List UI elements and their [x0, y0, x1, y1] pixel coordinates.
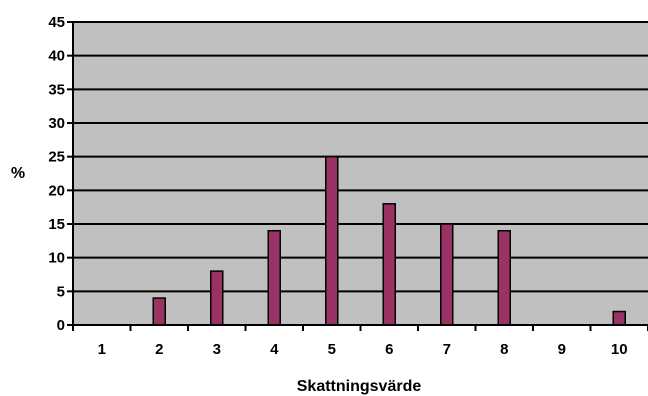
bar [210, 270, 224, 326]
y-tick-label: 30 [48, 115, 65, 132]
bar [497, 229, 511, 326]
y-tick-label: 0 [57, 317, 65, 334]
gridlines [73, 21, 648, 293]
y-axis-title: % [11, 165, 25, 182]
y-tick-label: 35 [48, 81, 65, 98]
y-tick-label: 20 [48, 182, 65, 199]
bar [440, 223, 454, 326]
plot-area [73, 22, 648, 325]
y-tick-label: 15 [48, 216, 65, 233]
bars [152, 155, 626, 326]
x-tick-label: 6 [385, 341, 393, 358]
x-axis-title: Skattningsvärde [297, 378, 422, 395]
x-tick-label: 4 [270, 341, 279, 358]
bar [382, 203, 396, 326]
y-tick-label: 25 [48, 149, 65, 166]
x-tick-label: 1 [98, 341, 106, 358]
y-tick-label: 5 [57, 283, 65, 300]
y-tick-labels: 0 5 10 15 20 25 30 35 40 45 [48, 14, 65, 334]
bar [152, 297, 166, 326]
y-tick-label: 45 [48, 14, 65, 31]
x-tick-label: 10 [611, 341, 628, 358]
bar [325, 155, 339, 326]
x-tick-label: 9 [558, 341, 566, 358]
axes [67, 21, 648, 331]
x-tick-labels: 1 2 3 4 5 6 7 8 9 10 [98, 341, 628, 358]
y-tick-label: 10 [48, 250, 65, 267]
x-tick-label: 8 [500, 341, 508, 358]
x-tick-label: 5 [328, 341, 336, 358]
bar [612, 310, 626, 326]
bar [267, 229, 281, 326]
y-tick-label: 40 [48, 48, 65, 65]
x-tick-label: 2 [155, 341, 163, 358]
x-tick-label: 7 [443, 341, 451, 358]
x-tick-label: 3 [213, 341, 221, 358]
